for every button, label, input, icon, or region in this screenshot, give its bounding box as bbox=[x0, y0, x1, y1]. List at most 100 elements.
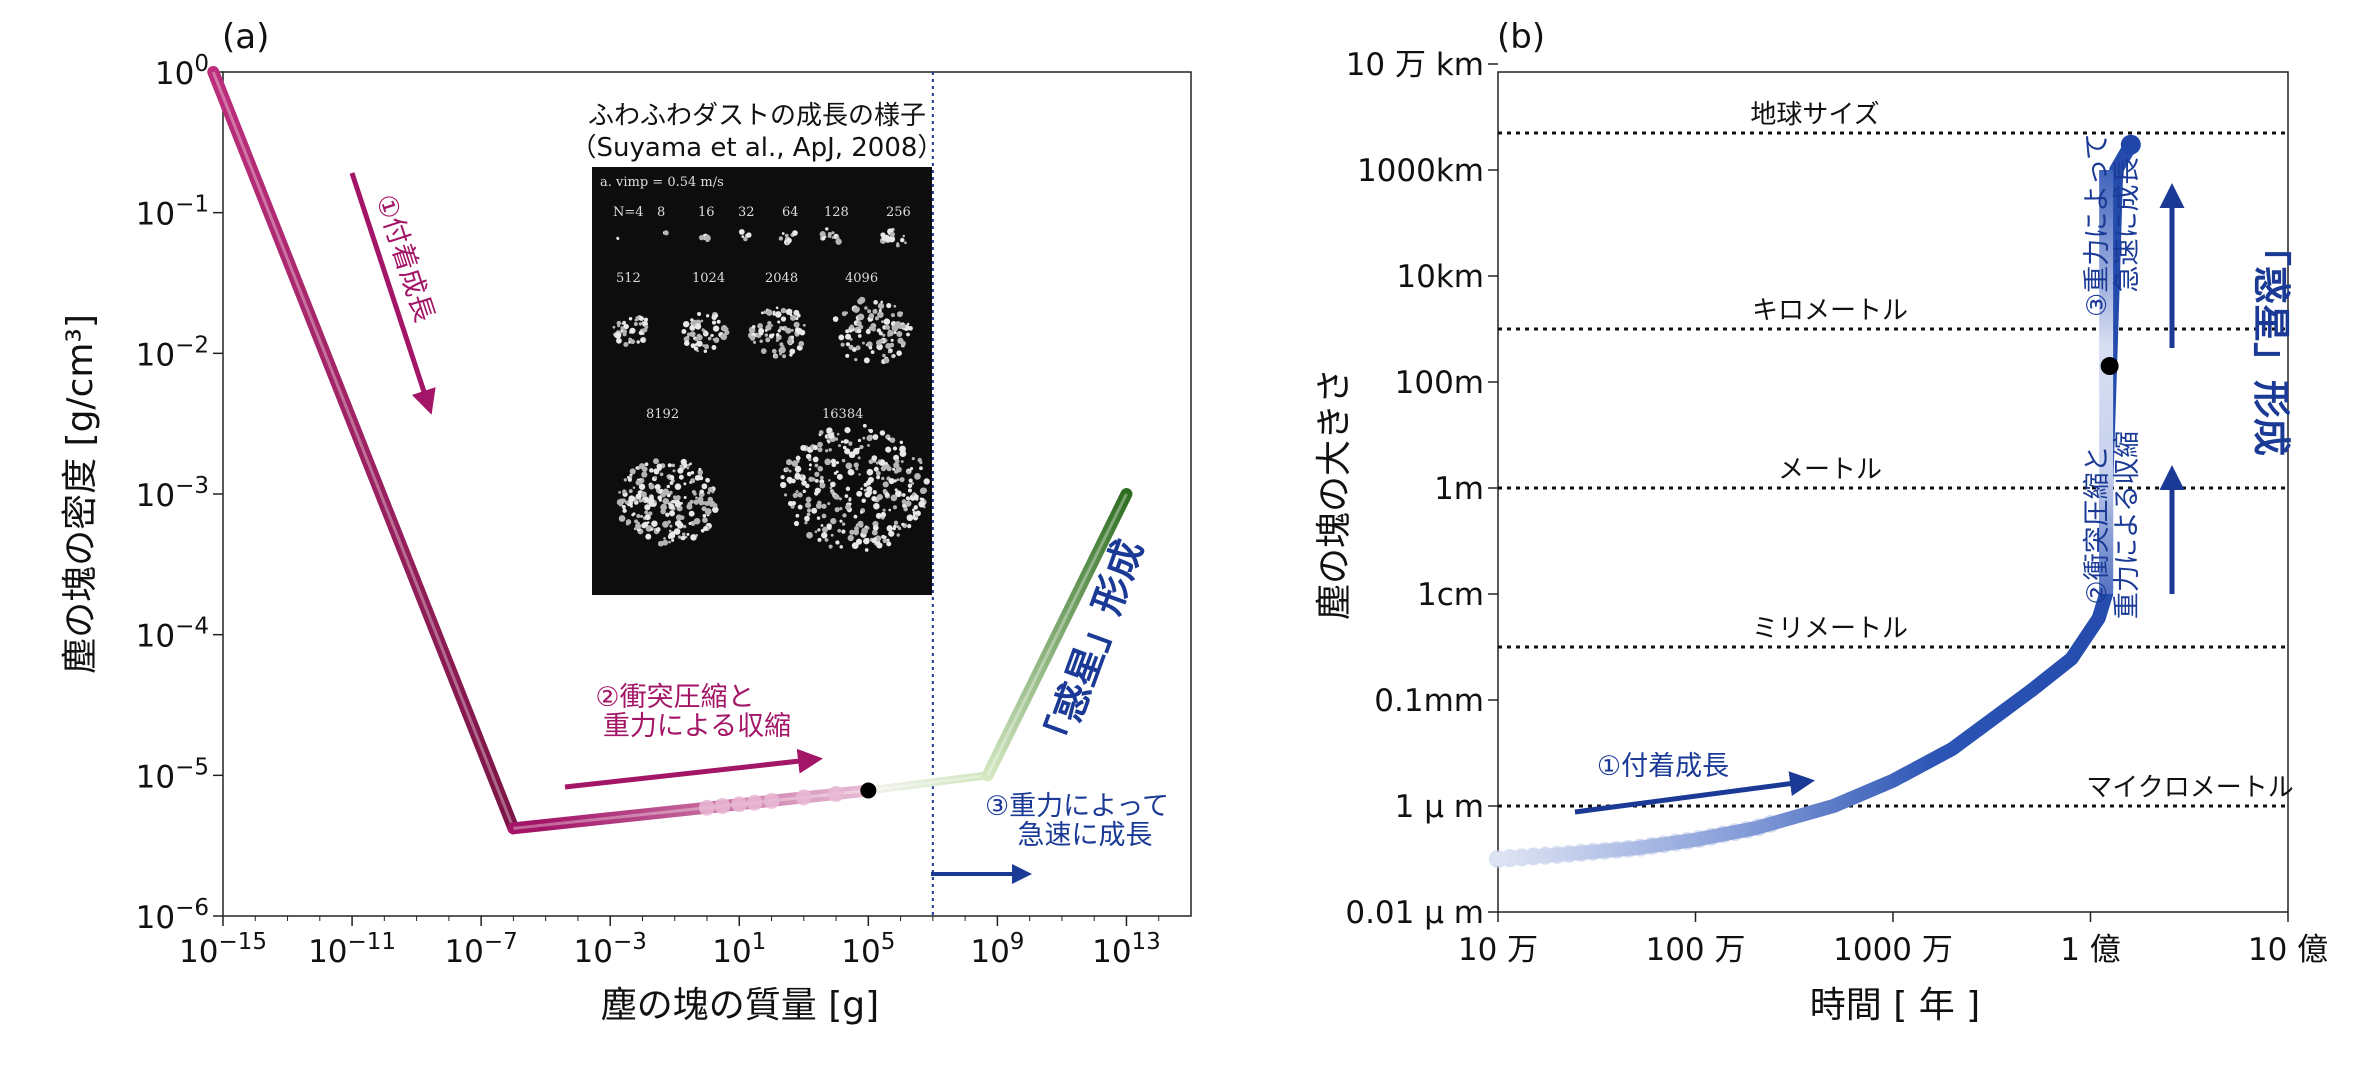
dust-grain bbox=[853, 462, 859, 468]
panel-a-label: (a) bbox=[222, 17, 269, 57]
dust-grain bbox=[876, 542, 883, 549]
axis-ticks-a: 10−15 10−11 10−7 10−3 101 105 109 1013 10−6 10−5 1… bbox=[136, 51, 1161, 970]
dust-grain bbox=[689, 324, 696, 331]
dust-grain bbox=[654, 476, 658, 480]
dust-grain bbox=[684, 340, 690, 346]
dust-grain bbox=[845, 311, 848, 315]
dust-grain bbox=[665, 512, 670, 517]
dust-grain bbox=[797, 492, 803, 498]
inset-n-label: N=4 bbox=[613, 205, 644, 220]
dust-grain bbox=[913, 505, 918, 510]
density-dot bbox=[699, 799, 715, 816]
dust-grain bbox=[834, 437, 839, 441]
dust-grain bbox=[789, 348, 796, 355]
dust-grain bbox=[868, 428, 874, 434]
density-dot bbox=[731, 796, 748, 813]
dust-grain bbox=[902, 234, 906, 238]
dust-grain bbox=[867, 309, 872, 314]
dust-grain bbox=[856, 328, 862, 334]
dust-grain bbox=[780, 316, 787, 322]
dust-grain bbox=[859, 444, 864, 450]
dust-grain bbox=[874, 316, 879, 321]
dust-aggregate bbox=[832, 296, 913, 365]
dust-grain bbox=[884, 492, 890, 497]
dust-grain bbox=[686, 471, 692, 477]
dust-grain bbox=[655, 527, 661, 532]
stage1-arrow-b bbox=[1574, 771, 1815, 815]
dust-grain bbox=[785, 241, 789, 245]
inset-n-label: 64 bbox=[782, 205, 799, 220]
dust-grain bbox=[633, 527, 637, 531]
x-tick-label-a: 10−7 bbox=[444, 929, 517, 970]
dust-grain bbox=[923, 478, 930, 485]
dust-grain bbox=[696, 349, 699, 353]
dust-grain bbox=[848, 344, 854, 350]
dust-grain bbox=[628, 316, 633, 321]
dust-grain bbox=[858, 324, 864, 330]
dust-grain bbox=[696, 340, 703, 347]
density-track-dots bbox=[699, 785, 845, 816]
dust-grain bbox=[800, 444, 807, 451]
dust-grain bbox=[899, 450, 907, 457]
dust-grain bbox=[657, 495, 663, 501]
dust-grain bbox=[695, 534, 699, 537]
dust-grain bbox=[648, 483, 655, 490]
dust-grain bbox=[877, 459, 881, 463]
dust-grain bbox=[814, 478, 819, 483]
dust-grain bbox=[868, 319, 871, 322]
dust-grain bbox=[845, 342, 850, 347]
dust-grain bbox=[860, 510, 864, 514]
y-tick-label-b: 0.01 μ m bbox=[1345, 895, 1484, 931]
dust-grain bbox=[844, 427, 851, 434]
dust-grain bbox=[855, 523, 859, 527]
x-tick-label-a: 101 bbox=[712, 929, 766, 970]
dust-grain bbox=[703, 526, 708, 531]
dust-grain bbox=[872, 434, 879, 440]
panel-b: (b) 10 万 100 万 1000 万 1 億 10 億 0.01 μ m 1 μ m 0… bbox=[1314, 17, 2328, 1026]
dust-grain bbox=[907, 483, 913, 488]
dust-grain bbox=[714, 313, 719, 318]
dust-grain bbox=[899, 477, 905, 483]
density-dot bbox=[795, 789, 812, 806]
dust-grain bbox=[764, 328, 768, 332]
dust-grain bbox=[638, 483, 646, 490]
dust-grain bbox=[835, 461, 840, 465]
dust-grain bbox=[914, 514, 919, 518]
dust-grain bbox=[844, 494, 849, 498]
dust-grain bbox=[697, 496, 704, 503]
dust-grain bbox=[781, 327, 785, 330]
dust-grain bbox=[700, 319, 704, 323]
y-tick-label-b: 10 万 km bbox=[1346, 47, 1484, 83]
dust-grain bbox=[681, 328, 687, 334]
dust-grain bbox=[623, 323, 629, 330]
dust-grain bbox=[757, 323, 763, 329]
dust-grain bbox=[878, 339, 883, 344]
dust-grain bbox=[778, 236, 784, 241]
dust-grain bbox=[881, 320, 884, 324]
dust-grain bbox=[641, 471, 648, 478]
dust-grain bbox=[906, 470, 911, 475]
dust-grain bbox=[791, 501, 797, 506]
density-segment-highlight bbox=[513, 789, 869, 830]
dust-grain bbox=[835, 238, 842, 245]
dust-grain bbox=[804, 515, 810, 522]
dust-grain bbox=[694, 474, 701, 481]
dust-grain bbox=[900, 493, 903, 497]
dust-grain bbox=[705, 477, 710, 483]
dust-grain bbox=[908, 478, 913, 483]
dust-grain bbox=[806, 531, 813, 539]
dust-grain bbox=[836, 236, 840, 240]
dust-grain bbox=[881, 476, 885, 481]
stage3-label-a-line1: ③重力によって bbox=[985, 791, 1169, 822]
dust-grain bbox=[682, 532, 686, 536]
dust-grain bbox=[770, 324, 774, 327]
dust-grain bbox=[688, 522, 692, 526]
dust-grain bbox=[889, 342, 895, 348]
dust-grain bbox=[707, 336, 712, 341]
dust-grain bbox=[795, 490, 799, 494]
dust-grain bbox=[900, 340, 906, 347]
dust-grain bbox=[695, 496, 698, 500]
inset-n-label: 16 bbox=[698, 205, 715, 220]
dust-grain bbox=[890, 494, 898, 502]
